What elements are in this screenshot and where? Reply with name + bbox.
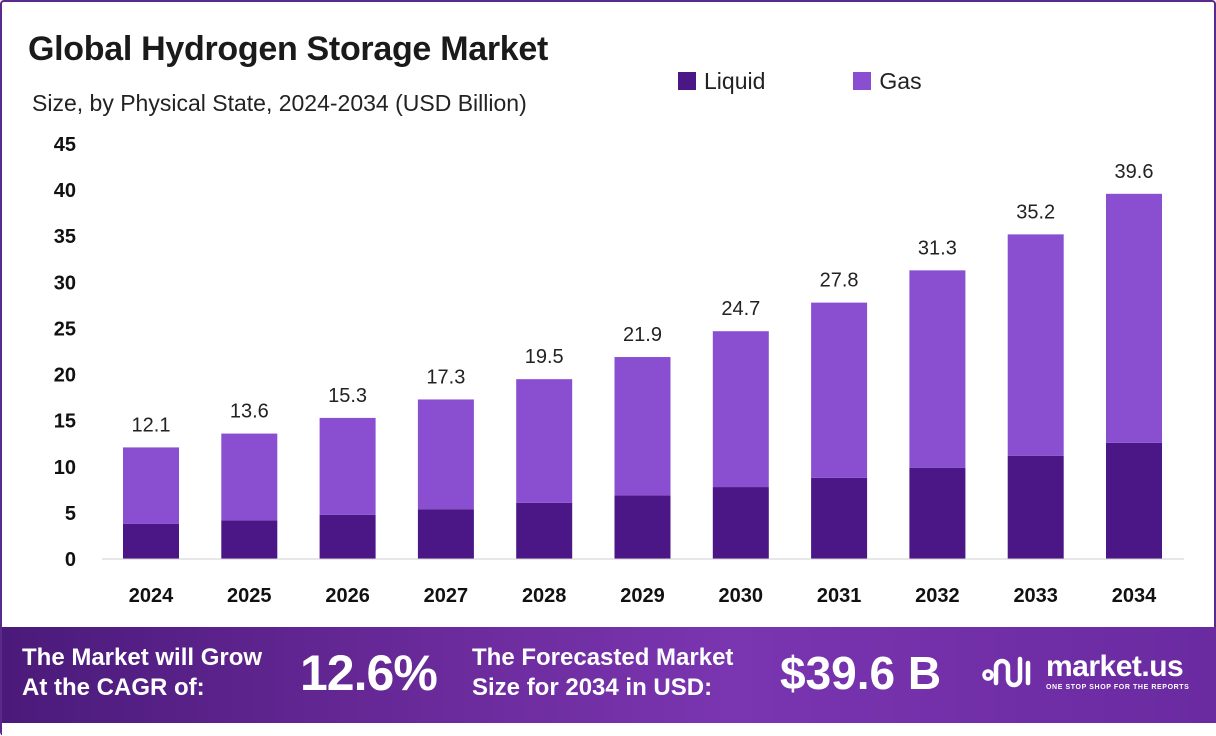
bar-liquid-2031 [811,477,868,559]
x-tick-label-2026: 2026 [325,585,370,607]
bar-gas-2027 [417,399,474,510]
y-tick-label: 45 [54,134,76,156]
legend-swatch-liquid [678,72,696,90]
x-axis: 2024 2025 2026 2027 2028 2029 2030 2031 2032 2033… [129,585,1157,607]
legend-label-gas: Gas [879,67,922,94]
brand-name: market.us [1046,649,1184,683]
chart-subtitle: Size, by Physical State, 2024-2034 (USD … [32,90,527,116]
bars [123,193,1162,559]
x-tick-label-2032: 2032 [915,585,960,607]
bar-liquid-2026 [319,514,376,559]
brand-tagline: ONE STOP SHOP FOR THE REPORTS [1046,683,1190,691]
cagr-value: 12.6% [300,645,438,701]
bar-liquid-2032 [909,467,966,559]
bar-gas-2029 [614,357,671,496]
total-label-2026: 15.3 [328,385,367,407]
y-tick-label: 0 [65,549,76,571]
y-axis: 0 5 10 15 20 25 30 35 40 45 [54,134,76,571]
cagr-label-line2: At the CAGR of: [22,674,205,701]
legend-swatch-gas [853,72,872,90]
y-tick-label: 40 [54,180,76,202]
x-tick-label-2025: 2025 [227,585,272,607]
total-label-2034: 39.6 [1115,161,1154,183]
legend-item-liquid: Liquid [678,68,765,95]
footer-bottom-strip [2,723,1216,736]
y-tick-label: 15 [54,411,76,433]
total-label-2030: 24.7 [721,298,760,320]
cagr-label: The Market will Grow At the CAGR of: [22,643,262,703]
chart-title: Global Hydrogen Storage Market [28,30,548,68]
forecast-value: $39.6 B [780,647,942,699]
total-label-2029: 21.9 [623,324,662,346]
total-label-2033: 35.2 [1016,201,1055,223]
y-tick-label: 35 [54,226,76,248]
x-tick-label-2030: 2030 [719,585,764,607]
bar-liquid-2027 [417,509,474,559]
legend-label-liquid: Liquid [704,67,766,94]
x-tick-label-2033: 2033 [1013,585,1058,607]
total-label-2027: 17.3 [426,366,465,388]
y-tick-label: 20 [54,365,76,387]
bar-gas-2026 [319,417,376,515]
bar-gas-2032 [909,270,966,468]
bar-liquid-2034 [1106,442,1162,559]
bar-gas-2033 [1007,234,1064,456]
bar-gas-2025 [221,433,278,521]
bar-liquid-2030 [712,487,769,559]
forecast-label: The Forecasted Market Size for 2034 in U… [472,643,733,703]
bar-liquid-2025 [221,520,278,559]
total-labels: 12.1 13.6 15.3 17.3 19.5 21.9 24.7 27.8 31.3 35.2… [132,161,1154,437]
brand-logo: market.us ONE STOP SHOP FOR THE REPORTS [982,649,1189,693]
total-label-2028: 19.5 [525,346,564,368]
y-tick-label: 25 [54,318,76,340]
legend: Liquid Gas [678,66,1010,96]
total-label-2025: 13.6 [230,401,269,423]
bar-liquid-2024 [123,523,179,559]
x-tick-label-2028: 2028 [522,585,567,607]
y-tick-label: 30 [54,272,76,294]
x-tick-label-2024: 2024 [129,585,174,607]
bar-gas-2030 [712,331,769,488]
x-tick-label-2029: 2029 [620,585,665,607]
bar-liquid-2028 [516,502,573,559]
bar-gas-2031 [811,302,868,478]
x-tick-label-2031: 2031 [817,585,862,607]
forecast-label-line1: The Forecasted Market [472,644,734,671]
cagr-label-line1: The Market will Grow [22,644,263,671]
bar-liquid-2033 [1007,455,1064,559]
total-label-2032: 31.3 [918,237,957,259]
footer-banner: The Market will Grow At the CAGR of: 12.… [2,627,1216,723]
x-tick-label-2027: 2027 [424,585,469,607]
total-label-2031: 27.8 [820,270,859,292]
x-tick-label-2034: 2034 [1112,585,1157,607]
forecast-label-line2: Size for 2034 in USD: [472,674,713,701]
bar-gas-2034 [1106,193,1162,443]
bar-liquid-2029 [614,495,671,559]
y-tick-label: 5 [65,503,76,525]
legend-item-gas: Gas [853,67,922,95]
bar-gas-2028 [516,379,573,503]
y-tick-label: 10 [54,457,76,479]
bar-gas-2024 [123,447,179,524]
total-label-2024: 12.1 [132,414,171,436]
brand-logo-icon [982,656,1031,688]
